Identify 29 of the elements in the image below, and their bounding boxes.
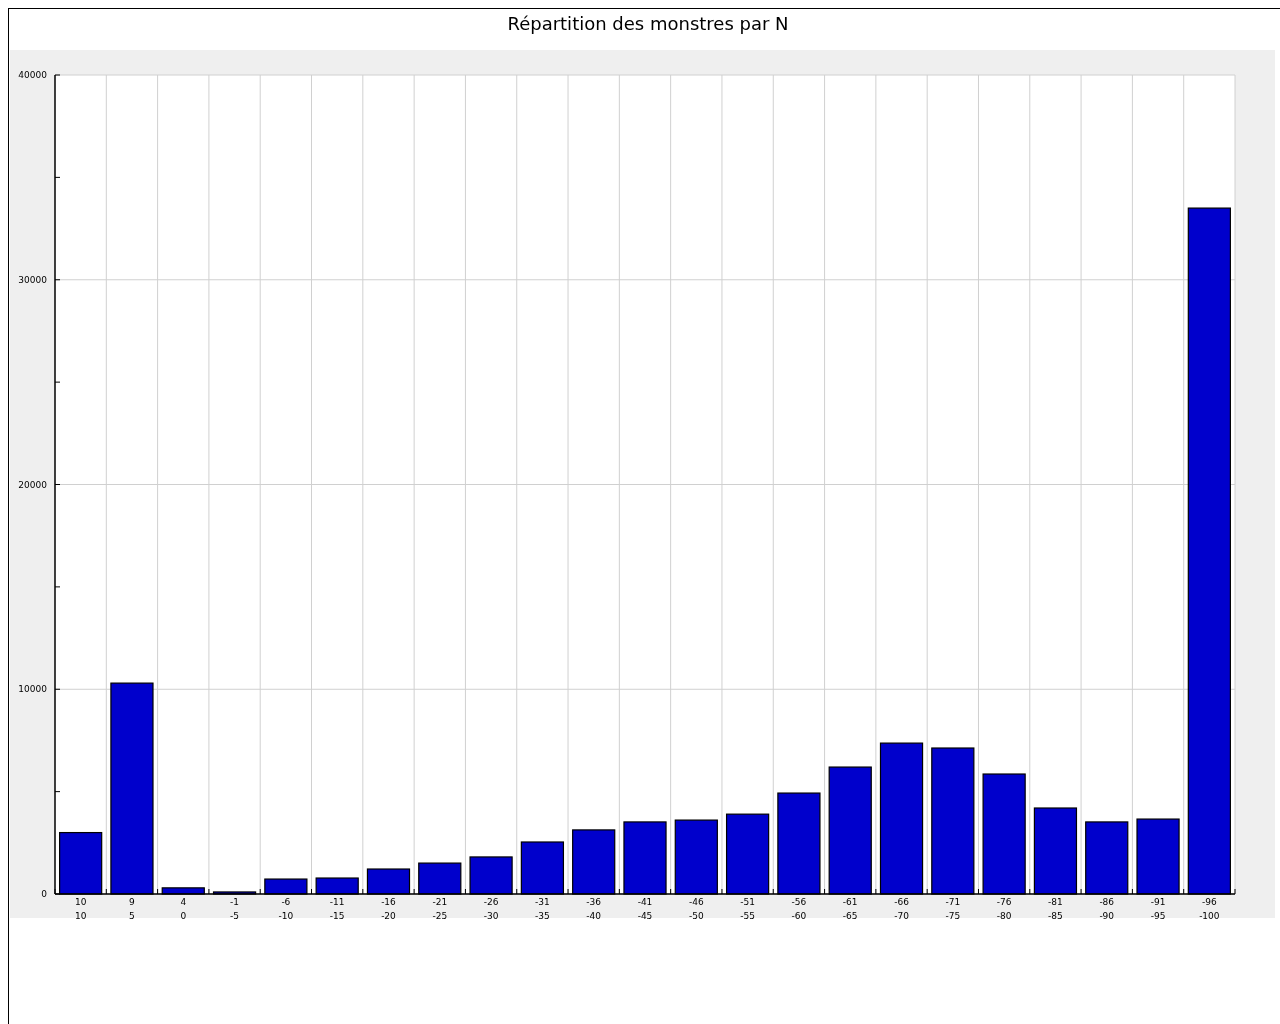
x-tick-label: -6 -10 [278, 897, 294, 921]
x-tick-label: -21 -25 [432, 897, 448, 921]
y-tick-label: 10000 [18, 684, 48, 695]
x-tick-label: -71 -75 [945, 897, 961, 921]
x-tick-label: 10 10 [74, 897, 87, 921]
x-tick-label: -66 -70 [894, 897, 910, 921]
x-tick-label: -61 -65 [842, 897, 858, 921]
x-tick-label: -56 -60 [791, 897, 807, 921]
x-tick-label: -86 -90 [1099, 897, 1115, 921]
x-tick-label: 9 5 [129, 897, 136, 921]
x-tick-label: -41 -45 [637, 897, 653, 921]
x-tick-label: -51 -55 [740, 897, 755, 921]
x-tick-label: -26 -30 [483, 897, 499, 921]
y-tick-label: 0 [41, 889, 48, 899]
x-tick-label: -16 -20 [381, 897, 397, 921]
x-tick-label: -81 -85 [1048, 897, 1063, 921]
y-tick-label: 20000 [18, 479, 48, 490]
x-tick-label: -91 -95 [1150, 897, 1166, 921]
y-tick-label: 30000 [18, 274, 48, 285]
x-tick-label: 4 0 [180, 897, 187, 921]
x-tick-label: -76 -80 [996, 897, 1012, 921]
chart-title: Répartition des monstres par N [507, 13, 789, 34]
y-tick-label: 40000 [18, 70, 48, 80]
x-tick-label: -46 -50 [688, 897, 704, 921]
x-tick-label: -96 -100 [1199, 897, 1220, 921]
x-tick-label: -36 -40 [586, 897, 602, 921]
x-tick-label: -11 -15 [329, 897, 345, 921]
x-tick-label: -1 -5 [230, 897, 240, 921]
x-tick-label: -31 -35 [535, 897, 550, 921]
